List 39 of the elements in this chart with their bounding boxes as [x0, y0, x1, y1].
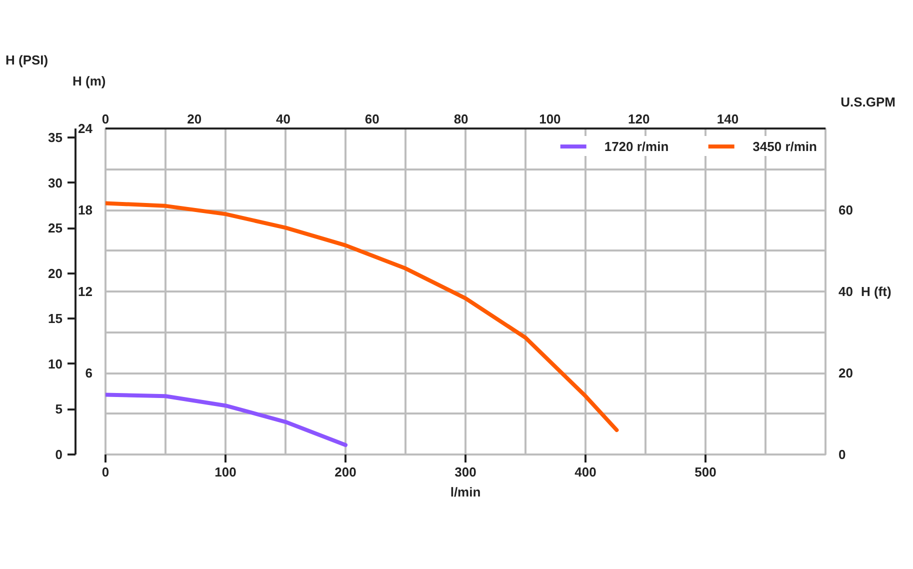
y3-tick-label: 15	[48, 311, 63, 326]
y3-tick-label: 35	[48, 130, 63, 146]
x-tick-label: 500	[694, 464, 716, 480]
y2-axis-title: H (ft)	[860, 284, 892, 299]
x2-tick-label: 60	[364, 112, 380, 126]
y-tick-label: 18	[78, 202, 93, 218]
legend-label: 1720 r/min	[604, 138, 669, 154]
line-series	[106, 201, 619, 432]
y3-tick-label: 5	[55, 402, 63, 417]
y3-tick-label: 25	[48, 220, 63, 236]
x2-tick-label: 80	[454, 112, 468, 126]
x2-tick-label: 120	[628, 112, 650, 126]
y2-tick-label: 20	[838, 366, 853, 380]
x2-tick-label: 20	[187, 112, 202, 126]
y2-tick-label: 40	[838, 284, 853, 299]
y3-axis-title: H (PSI)	[6, 52, 48, 68]
x2-axis-title: U.S.GPM	[840, 94, 896, 110]
legend-label: 3450 r/min	[752, 138, 817, 154]
y3-tick-label: 10	[48, 356, 63, 372]
y2-tick-label: 60	[838, 202, 853, 218]
y-tick-label: 12	[78, 284, 93, 299]
x-tick-label: 0	[102, 464, 110, 480]
x2-tick-label: 0	[102, 112, 110, 126]
x-tick-label: 100	[214, 464, 236, 480]
x-tick-label: 300	[454, 464, 476, 480]
y-tick-label: 24	[78, 121, 94, 136]
y3-tick-label: 20	[48, 266, 63, 281]
y-axis-title: H (m)	[72, 74, 106, 88]
x-tick-label: 400	[574, 464, 596, 480]
line-series	[106, 392, 348, 447]
y2-tick-label: 0	[838, 447, 846, 462]
y-tick-label: 6	[85, 366, 93, 380]
x-tick-label: 200	[334, 464, 356, 480]
y3-tick-label: 30	[48, 175, 63, 190]
y3-tick-label: 0	[55, 447, 63, 462]
x2-tick-label: 100	[539, 112, 561, 126]
x-axis-title: l/min	[450, 484, 481, 500]
x2-tick-label: 40	[276, 112, 291, 126]
x2-tick-label: 140	[716, 112, 739, 126]
